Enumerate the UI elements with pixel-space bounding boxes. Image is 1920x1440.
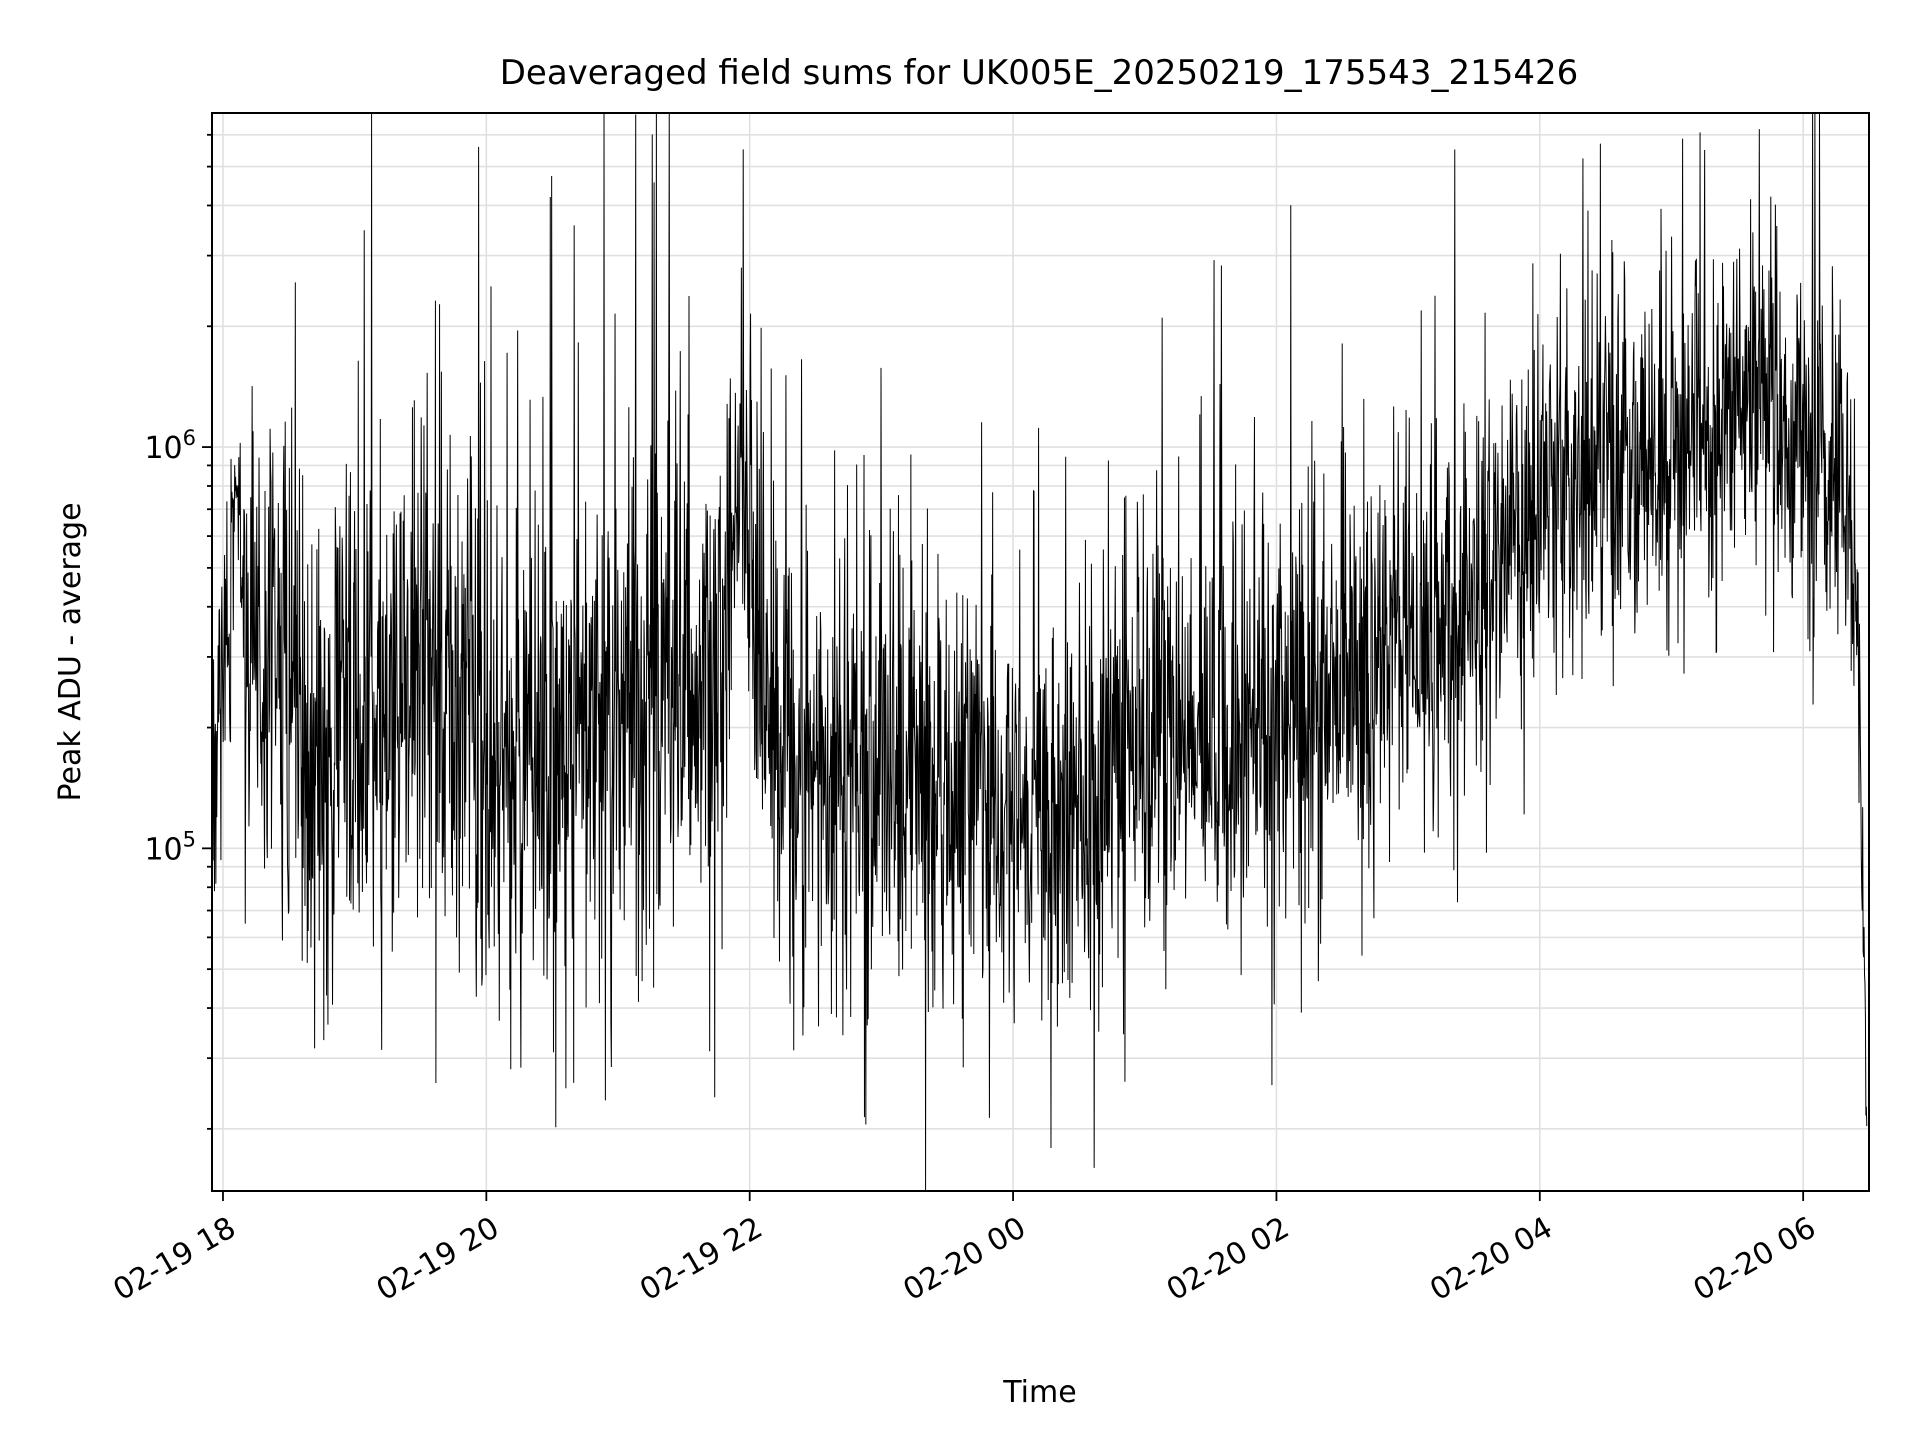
y-tick-label: 106 <box>144 426 196 466</box>
data-series-line <box>212 112 1868 1192</box>
x-tick-label: 02-20 00 <box>898 1210 1032 1308</box>
y-tick-label: 105 <box>144 827 196 867</box>
series-line <box>212 112 1868 1192</box>
x-tick-label: 02-19 20 <box>371 1210 505 1308</box>
grid <box>212 113 1869 1191</box>
y-tick-label-base: 10 <box>144 431 182 466</box>
x-tick-label: 02-19 18 <box>107 1210 241 1308</box>
x-axis: 02-19 18 02-19 20 02-19 22 02-20 00 02-20 02… <box>107 1191 1822 1308</box>
y-tick-label-base: 10 <box>144 832 182 867</box>
x-axis-label: Time <box>1002 1375 1076 1410</box>
y-axis-label: Peak ADU - average <box>53 502 88 801</box>
x-tick-label: 02-20 06 <box>1688 1210 1822 1308</box>
x-tick-label: 02-20 04 <box>1424 1210 1558 1308</box>
plot-frame <box>211 112 1870 1192</box>
x-tick-label: 02-20 02 <box>1161 1210 1295 1308</box>
x-tick-label: 02-19 22 <box>634 1210 768 1308</box>
y-tick-label-exponent: 5 <box>183 827 196 851</box>
chart-title: Deaveraged field sums for UK005E_2025021… <box>500 53 1579 93</box>
y-tick-label-exponent: 6 <box>183 426 196 450</box>
